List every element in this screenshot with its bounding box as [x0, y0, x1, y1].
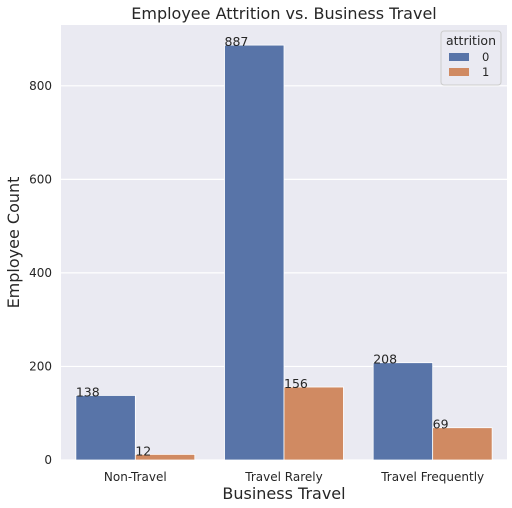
data-label: 887	[225, 34, 249, 49]
legend-entry-label: 1	[482, 65, 489, 79]
bar	[432, 427, 493, 461]
legend-swatch	[449, 68, 469, 76]
x-ticks: Non-Travel Travel Rarely Travel Frequently	[104, 470, 484, 484]
x-tick-label: Non-Travel	[104, 470, 167, 484]
data-label: 208	[373, 352, 397, 367]
data-label: 69	[433, 417, 449, 432]
data-labels: 138 12 887 156 208 69	[76, 34, 449, 458]
x-tick-label: Travel Rarely	[244, 470, 322, 484]
y-tick-label: 200	[29, 359, 52, 373]
y-tick-label: 0	[44, 453, 52, 467]
x-tick-label: Travel Frequently	[380, 470, 484, 484]
legend-title: attrition	[446, 33, 496, 48]
bar	[372, 362, 434, 461]
x-axis-label: Business Travel	[222, 484, 345, 503]
y-ticks: 0 200 400 600 800	[29, 79, 52, 467]
y-tick-label: 600	[29, 172, 52, 186]
y-axis-label: Employee Count	[4, 177, 23, 309]
y-tick-label: 400	[29, 266, 52, 280]
chart-title: Employee Attrition vs. Business Travel	[131, 4, 436, 23]
data-label: 156	[284, 376, 308, 391]
bar	[224, 44, 285, 461]
legend: attrition 01	[440, 30, 502, 86]
y-tick-label: 800	[29, 79, 52, 93]
data-label: 12	[135, 443, 151, 458]
bars	[75, 44, 493, 461]
data-label: 138	[76, 384, 100, 399]
bar	[283, 386, 344, 461]
bar	[134, 453, 196, 461]
legend-entry-label: 0	[482, 50, 489, 64]
bar	[75, 395, 136, 461]
legend-swatch	[449, 53, 469, 61]
